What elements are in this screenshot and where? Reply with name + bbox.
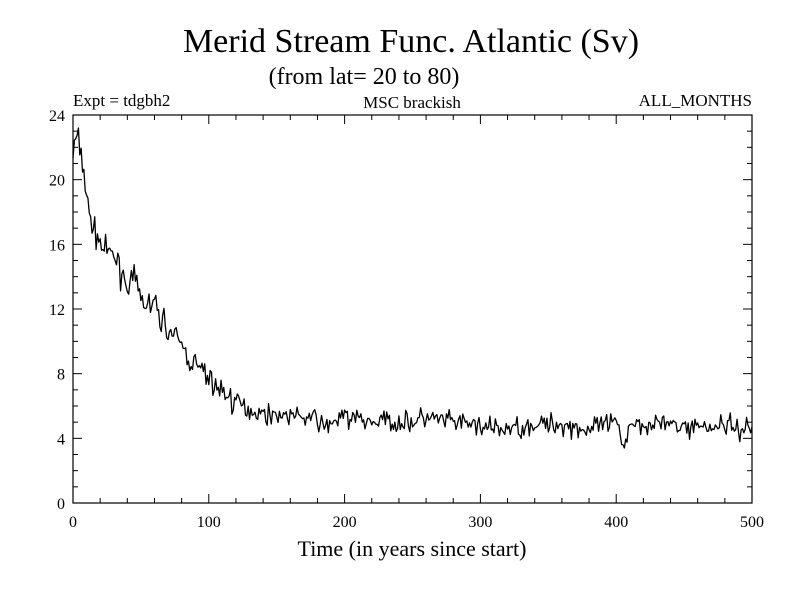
y-tick-label: 8 <box>57 367 65 384</box>
y-tick-label: 0 <box>57 496 65 513</box>
chart-title: Merid Stream Func. Atlantic (Sv) <box>183 23 639 60</box>
x-tick-label: 400 <box>604 514 628 531</box>
run-label: MSC brackish <box>363 93 461 112</box>
y-tick-label: 20 <box>49 173 65 190</box>
y-tick-label: 16 <box>49 237 65 254</box>
y-tick-label: 4 <box>57 431 65 448</box>
x-tick-label: 300 <box>468 514 492 531</box>
x-tick-labels: 0 100 200 300 400 500 <box>69 514 764 531</box>
y-tick-label: 12 <box>49 302 65 319</box>
x-axis-label: Time (in years since start) <box>298 536 527 561</box>
plot-frame <box>72 114 753 504</box>
x-tick-label: 100 <box>197 514 221 531</box>
experiment-label: Expt = tdgbh2 <box>73 91 170 110</box>
x-tick-label: 200 <box>333 514 357 531</box>
series-line <box>72 127 753 449</box>
x-tick-label: 0 <box>69 514 77 531</box>
x-tick-label: 500 <box>740 514 764 531</box>
chart-subtitle: (from lat= 20 to 80) <box>269 64 460 90</box>
axis-ticks <box>72 114 753 504</box>
y-tick-labels: 0 4 8 12 16 20 24 <box>49 108 65 513</box>
y-tick-label: 24 <box>49 108 65 125</box>
months-label: ALL_MONTHS <box>639 91 752 110</box>
